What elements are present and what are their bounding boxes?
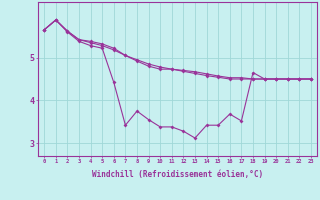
X-axis label: Windchill (Refroidissement éolien,°C): Windchill (Refroidissement éolien,°C) <box>92 170 263 179</box>
